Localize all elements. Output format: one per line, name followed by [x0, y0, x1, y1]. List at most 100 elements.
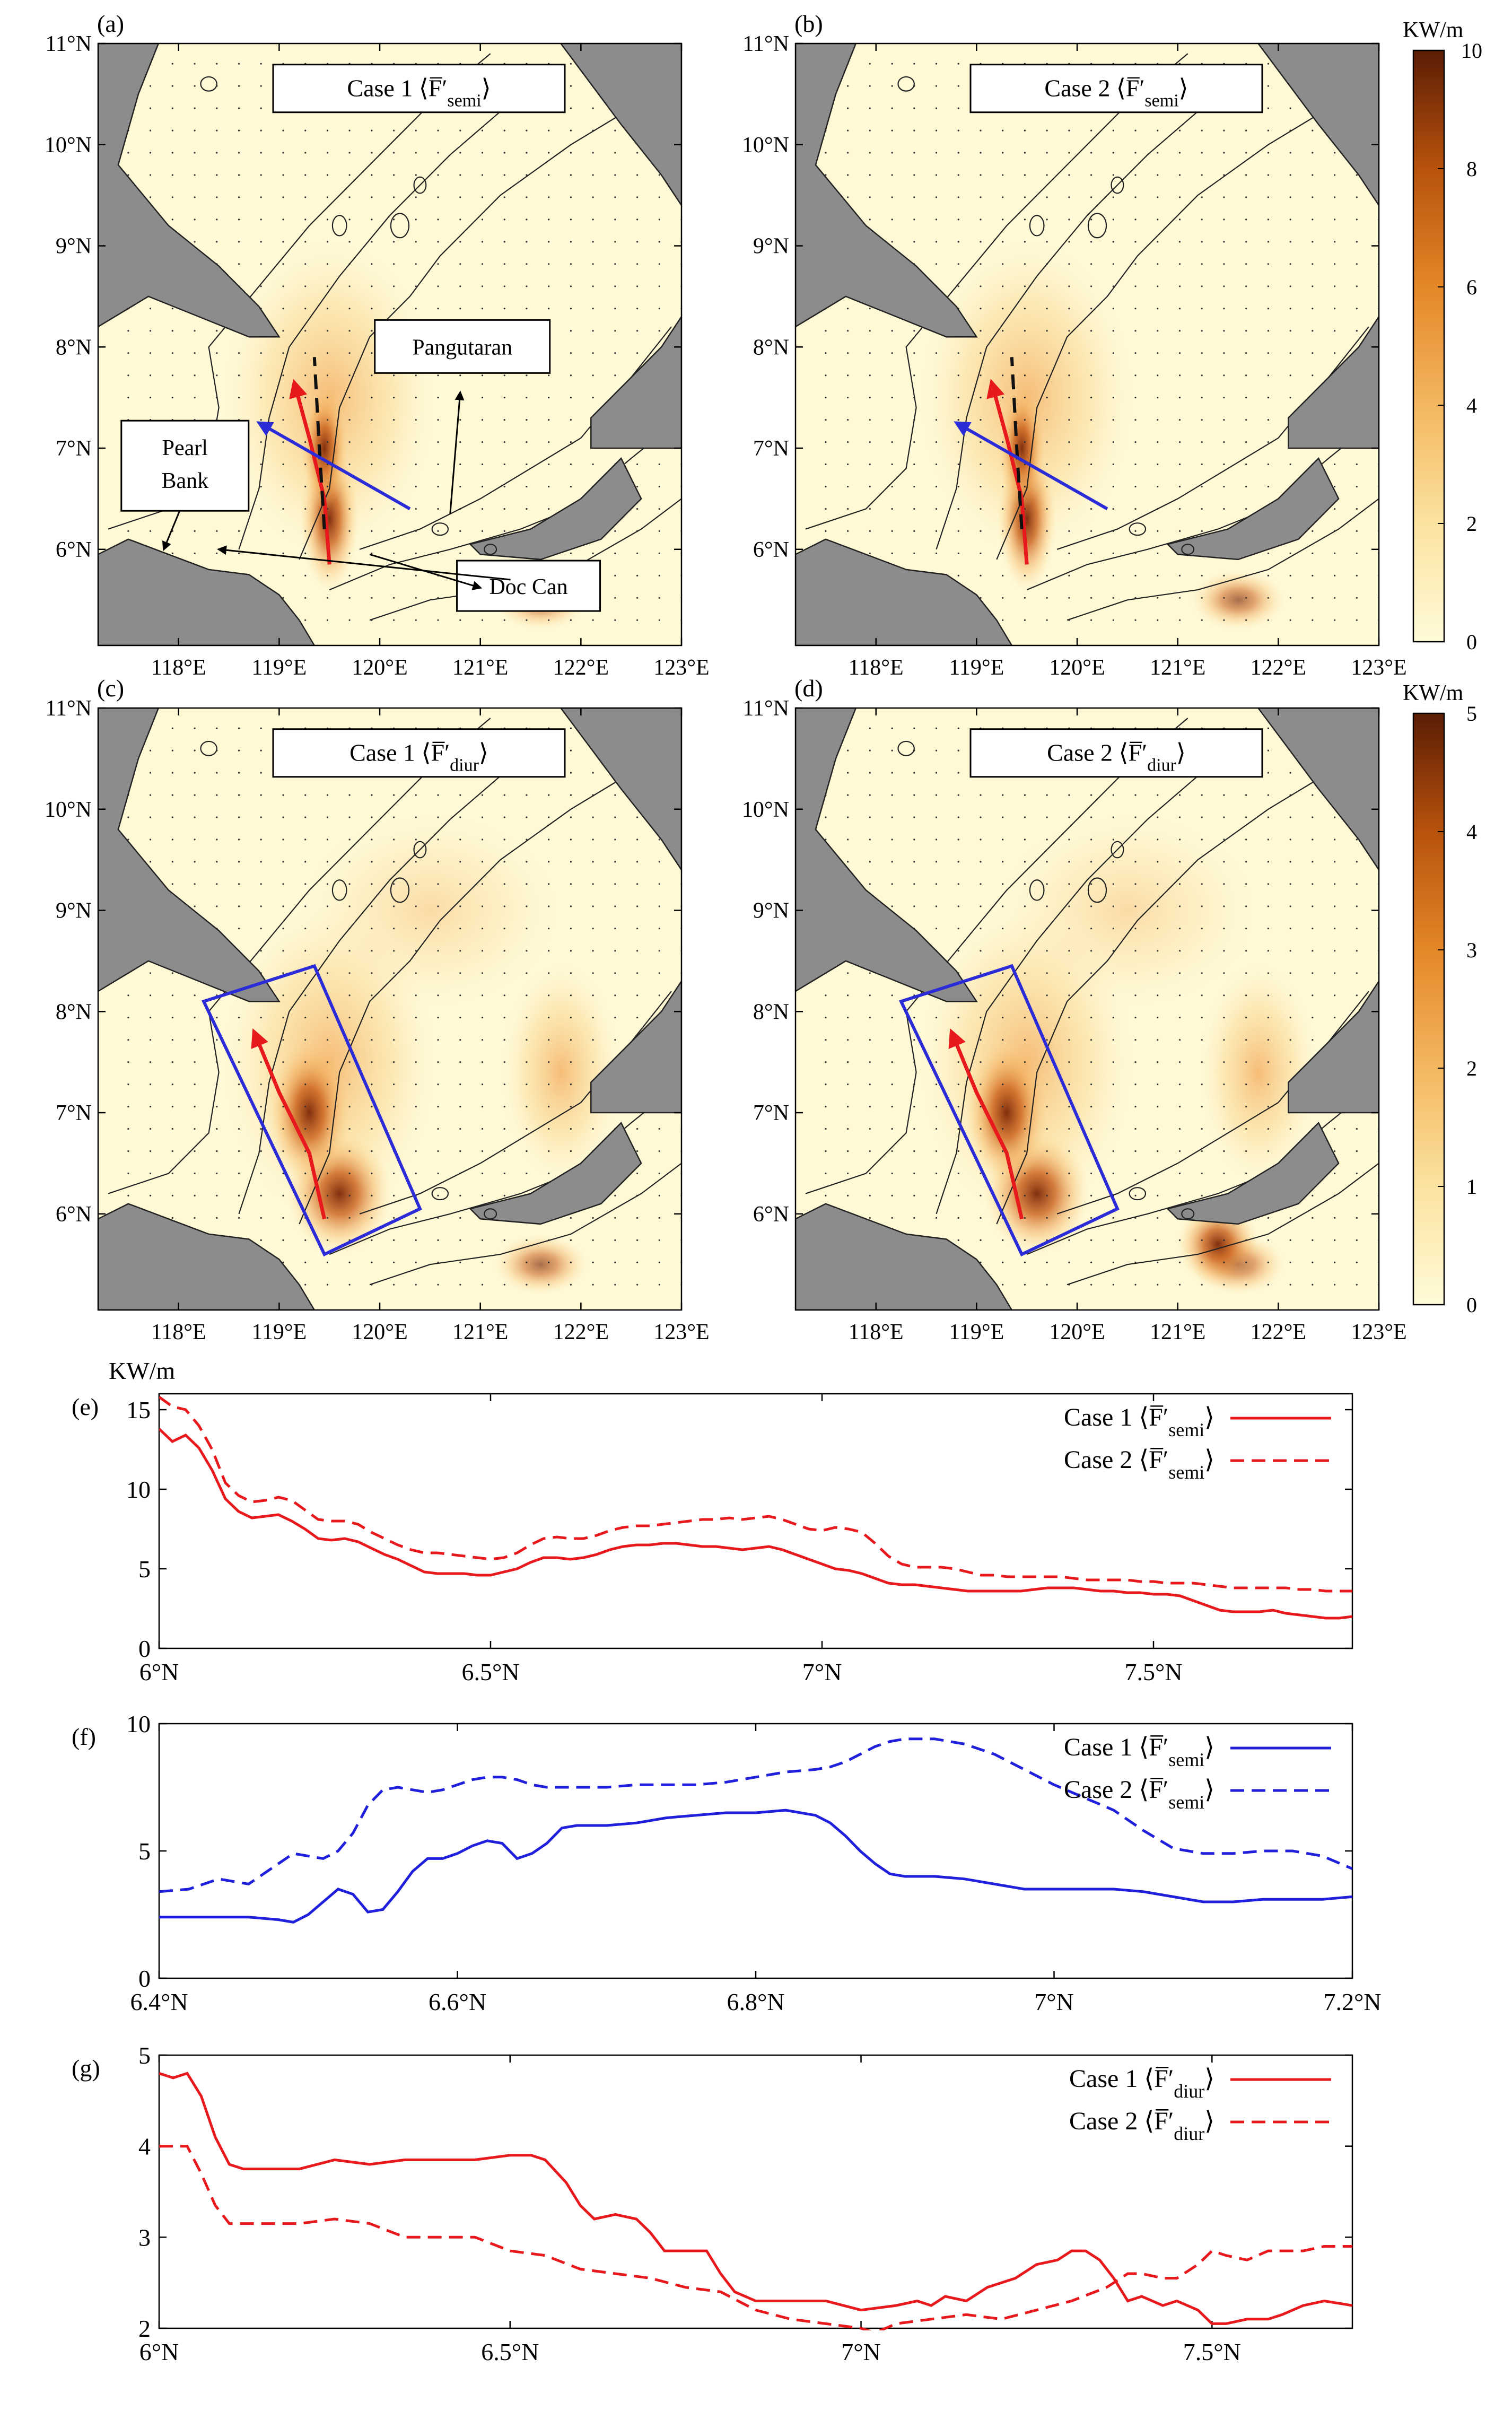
flux-vector	[260, 1150, 262, 1152]
flux-vector	[304, 1150, 307, 1152]
flux-vector	[415, 397, 417, 399]
flux-vector	[216, 1150, 218, 1152]
flux-vector	[1178, 1261, 1181, 1263]
flux-vector	[1334, 972, 1336, 974]
flux-vector	[869, 883, 871, 885]
seamount-contour	[331, 215, 347, 237]
flux-vector	[282, 485, 284, 488]
flux-vector	[957, 1039, 959, 1041]
flux-vector	[1289, 905, 1291, 907]
flux-vector	[891, 374, 893, 377]
flux-vector	[282, 330, 284, 332]
flux-vector	[1090, 196, 1093, 198]
flux-vector	[127, 1039, 129, 1041]
flux-vector	[348, 1061, 351, 1063]
flux-vector	[481, 308, 484, 310]
flux-vector	[1267, 285, 1269, 287]
y-tick-label: 7°N	[56, 436, 92, 461]
y-tick-label: 9°N	[56, 234, 92, 259]
flux-vector	[614, 241, 616, 243]
x-tick-label: 118°E	[849, 656, 904, 680]
flux-vector	[1334, 1239, 1336, 1241]
flux-vector	[348, 129, 351, 132]
flux-vector	[238, 1061, 240, 1063]
flux-vector	[415, 816, 417, 818]
flux-vector	[304, 219, 307, 221]
flux-vector	[1178, 463, 1181, 466]
flux-vector	[658, 552, 660, 554]
flux-vector	[1134, 1017, 1137, 1019]
flux-vector	[304, 374, 307, 377]
flux-vector	[825, 508, 827, 510]
flux-vector	[371, 928, 373, 930]
flux-vector	[614, 1039, 616, 1041]
flux-vector	[1267, 950, 1269, 952]
flux-vector	[503, 619, 505, 621]
flux-vector	[869, 772, 871, 774]
flux-vector	[636, 838, 639, 841]
flux-vector	[1002, 1061, 1004, 1063]
flux-vector	[260, 816, 262, 818]
flux-vector	[1002, 1039, 1004, 1041]
flux-vector	[548, 1283, 550, 1286]
flux-vector	[459, 552, 461, 554]
flux-vector	[891, 994, 893, 997]
flux-vector	[459, 619, 461, 621]
land-mass	[469, 457, 642, 561]
flux-vector	[636, 485, 639, 488]
energy-flux-hotspot	[494, 1234, 588, 1295]
flux-vector	[935, 107, 938, 109]
flux-vector	[1157, 485, 1159, 488]
flux-vector	[869, 85, 871, 87]
flux-vector	[1112, 174, 1114, 176]
flux-vector	[980, 1061, 982, 1063]
colorbar-ramp	[1412, 712, 1445, 1306]
flux-vector	[1024, 1217, 1026, 1219]
flux-vector	[1245, 883, 1247, 885]
x-tick-label: 123°E	[1351, 656, 1406, 680]
flux-vector	[1002, 1283, 1004, 1286]
flux-vector	[1157, 1283, 1159, 1286]
flux-vector	[415, 1084, 417, 1086]
label-doc-can: Doc Can	[456, 560, 601, 612]
flux-vector	[481, 1106, 484, 1108]
flux-vector	[1245, 950, 1247, 952]
flux-vector	[1289, 816, 1291, 818]
flux-vector	[1356, 1283, 1358, 1286]
flux-vector	[1112, 1039, 1114, 1041]
flux-vector	[260, 1172, 262, 1175]
flux-vector	[1356, 574, 1358, 576]
flux-vector	[503, 861, 505, 863]
flux-vector	[216, 794, 218, 796]
flux-vector	[980, 1106, 982, 1108]
flux-vector	[216, 374, 218, 377]
label-pointer	[449, 390, 465, 514]
flux-vector	[1157, 905, 1159, 907]
flux-vector	[980, 508, 982, 510]
flux-vector	[437, 308, 439, 310]
x-tick-label: 121°E	[1150, 656, 1205, 680]
flux-vector	[393, 1084, 395, 1086]
flux-vector	[127, 1128, 129, 1130]
flux-vector	[503, 1106, 505, 1108]
flux-vector	[503, 1061, 505, 1063]
flux-vector	[570, 485, 572, 488]
flux-vector	[1178, 1128, 1181, 1130]
flux-vector	[869, 129, 871, 132]
flux-vector	[869, 1150, 871, 1152]
flux-vector	[1002, 308, 1004, 310]
flux-vector	[1312, 838, 1314, 841]
flux-vector	[980, 241, 982, 243]
flux-vector	[150, 397, 152, 399]
flux-vector	[592, 994, 594, 997]
flux-vector	[1178, 241, 1181, 243]
flux-vector	[636, 552, 639, 554]
flux-vector	[1289, 838, 1291, 841]
flux-vector	[935, 861, 938, 863]
flux-vector	[238, 1172, 240, 1175]
y-tick-label: 9°N	[753, 234, 789, 259]
flux-vector	[658, 1194, 660, 1196]
flux-vector	[957, 1128, 959, 1130]
flux-vector	[260, 352, 262, 354]
